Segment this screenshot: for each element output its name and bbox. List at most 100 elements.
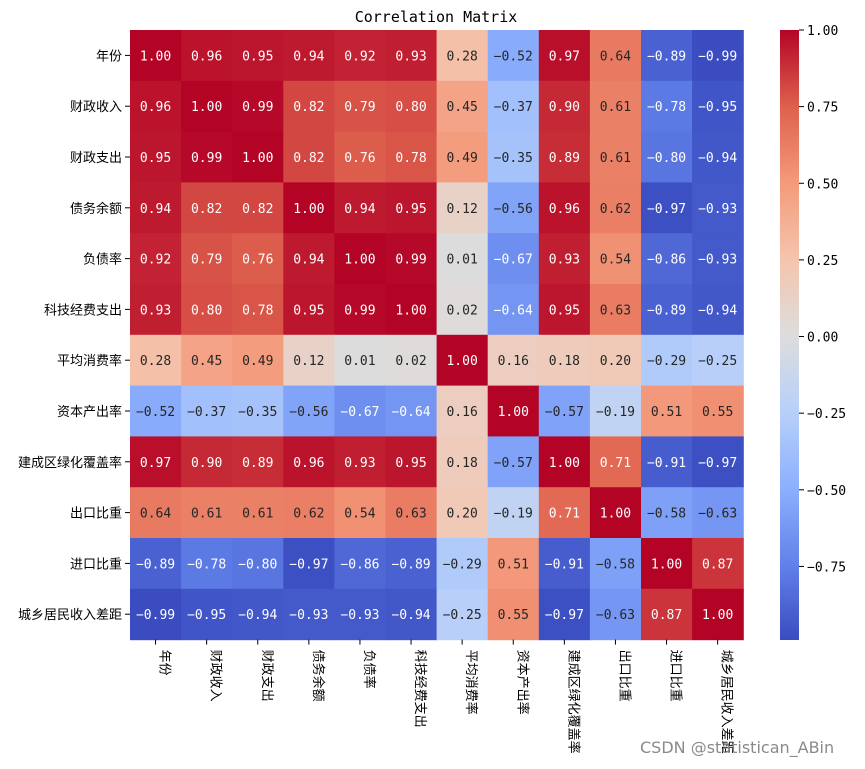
heatmap-cell xyxy=(385,182,438,234)
cell-value-label: −0.93 xyxy=(340,608,379,623)
x-axis-tick-labels: 年份 财政收入 财政支出 债务余额 负债率 科技经费支出 平均消费率 资本产出率 建成区绿化覆盖… xyxy=(155,639,734,754)
cell-value-label: −0.52 xyxy=(494,49,533,64)
heatmap-cells xyxy=(130,30,744,641)
chart-title: Correlation Matrix xyxy=(355,8,518,26)
x-tick-label: 平均消费率 xyxy=(463,650,479,715)
heatmap-cell xyxy=(641,385,693,437)
heatmap-cell xyxy=(641,436,693,488)
cell-value-label: 0.94 xyxy=(344,202,375,217)
heatmap-cell xyxy=(130,487,182,539)
heatmap-cell xyxy=(641,30,693,82)
heatmap-cell xyxy=(283,30,335,82)
heatmap-cell xyxy=(181,80,233,133)
cell-value-label: 0.54 xyxy=(344,507,375,522)
heatmap-cell xyxy=(283,487,335,539)
cell-value-label: 0.20 xyxy=(600,354,631,369)
cell-value-label: −0.63 xyxy=(698,507,737,522)
cell-value-label: 0.89 xyxy=(242,456,273,471)
x-tick-label: 城乡居民收入差距 xyxy=(719,650,734,754)
heatmap-cell xyxy=(487,436,540,488)
heatmap-cell xyxy=(181,588,233,641)
colorbar-tick-label: −0.25 xyxy=(807,407,846,422)
cell-value-label: 0.78 xyxy=(395,151,426,166)
heatmap-cell xyxy=(283,182,335,234)
heatmap-cell xyxy=(589,538,642,590)
colorbar-tick-label: −0.75 xyxy=(807,560,846,575)
heatmap-cell xyxy=(641,588,693,641)
heatmap-cell xyxy=(181,334,233,387)
heatmap-cell xyxy=(487,233,540,285)
cell-value-label: 0.82 xyxy=(191,202,222,217)
heatmap-cell xyxy=(181,487,233,539)
cell-value-label: 1.00 xyxy=(446,354,477,369)
cell-value-label: 1.00 xyxy=(140,49,171,64)
y-axis-tick-labels: 年份财政收入财政支出债务余额负债率科技经费支出平均消费率资本产出率建成区绿化覆盖… xyxy=(18,49,130,623)
cell-value-label: −0.91 xyxy=(647,456,686,471)
heatmap-cell xyxy=(385,436,438,488)
heatmap-cell xyxy=(589,487,642,539)
heatmap-cell xyxy=(538,80,591,133)
cell-value-label: 0.28 xyxy=(446,49,477,64)
cell-value-label: −0.94 xyxy=(698,303,737,318)
heatmap-cell xyxy=(385,30,438,82)
cell-value-label: −0.93 xyxy=(698,253,737,268)
heatmap-cell xyxy=(130,284,182,336)
cell-value-label: −0.89 xyxy=(136,557,175,572)
cell-value-label: 1.00 xyxy=(651,557,682,572)
heatmap-cell xyxy=(232,588,284,641)
cell-value-label: 1.00 xyxy=(293,202,324,217)
x-tick-label: 资本产出率 xyxy=(514,650,530,715)
heatmap-cell xyxy=(641,131,693,183)
colorbar-tick-label: 1.00 xyxy=(807,24,838,39)
y-tick-label: 年份 xyxy=(96,49,122,64)
cell-value-label: 0.45 xyxy=(446,100,477,115)
heatmap-cell xyxy=(334,487,387,539)
cell-value-label: 0.82 xyxy=(293,100,324,115)
heatmap-cell xyxy=(692,436,744,488)
heatmap-cell xyxy=(436,385,489,437)
heatmap-cell xyxy=(692,487,744,539)
heatmap-cell xyxy=(692,588,744,641)
heatmap-cell xyxy=(692,30,744,82)
y-tick-label: 财政支出 xyxy=(70,151,122,166)
cell-value-label: −0.19 xyxy=(494,507,533,522)
heatmap-cell xyxy=(692,538,744,590)
heatmap-cell xyxy=(283,436,335,488)
heatmap-cell xyxy=(334,30,387,82)
heatmap-cell xyxy=(487,588,540,641)
heatmap-cell xyxy=(232,284,284,336)
cell-value-label: 0.82 xyxy=(293,151,324,166)
cell-value-label: −0.80 xyxy=(647,151,686,166)
heatmap-cell xyxy=(130,334,182,387)
heatmap-cell xyxy=(487,487,540,539)
heatmap-cell xyxy=(589,30,642,82)
cell-value-label: 1.00 xyxy=(702,608,733,623)
cell-value-label: −0.89 xyxy=(647,303,686,318)
heatmap-cell xyxy=(538,233,591,285)
cell-value-label: 0.62 xyxy=(600,202,631,217)
colorbar-tick-label: 0.00 xyxy=(807,331,838,346)
cell-value-label: −0.56 xyxy=(289,405,328,420)
cell-value-label: −0.89 xyxy=(391,557,430,572)
heatmap-cell xyxy=(334,284,387,336)
cell-value-label: 0.45 xyxy=(191,354,222,369)
heatmap-cell xyxy=(283,284,335,336)
cell-value-label: 0.99 xyxy=(395,253,426,268)
heatmap-cell xyxy=(283,131,335,183)
cell-value-label: 0.96 xyxy=(549,202,580,217)
x-tick-label: 出口比重 xyxy=(616,650,632,702)
cell-value-label: 0.94 xyxy=(293,253,324,268)
cell-value-label: −0.97 xyxy=(545,608,584,623)
heatmap-cell xyxy=(232,436,284,488)
cell-value-label: 0.12 xyxy=(293,354,324,369)
cell-value-label: 0.80 xyxy=(191,303,222,318)
heatmap-cell xyxy=(232,30,284,82)
cell-value-label: 0.92 xyxy=(344,49,375,64)
heatmap-cell xyxy=(283,538,335,590)
heatmap-cell xyxy=(232,538,284,590)
cell-value-label: 0.02 xyxy=(446,303,477,318)
heatmap-cell xyxy=(334,538,387,590)
x-tick-label: 建成区绿化覆盖率 xyxy=(565,650,581,754)
heatmap-cell xyxy=(641,182,693,234)
cell-value-label: −0.67 xyxy=(494,253,533,268)
